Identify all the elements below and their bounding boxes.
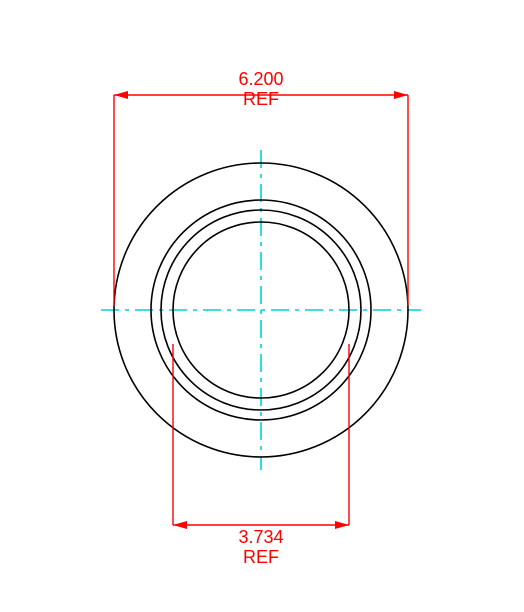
dim-bottom-suffix: REF	[243, 547, 279, 567]
dim-top-suffix: REF	[243, 89, 279, 109]
dim-bottom-value: 3.734	[238, 527, 283, 547]
dim-top-value: 6.200	[238, 69, 283, 89]
